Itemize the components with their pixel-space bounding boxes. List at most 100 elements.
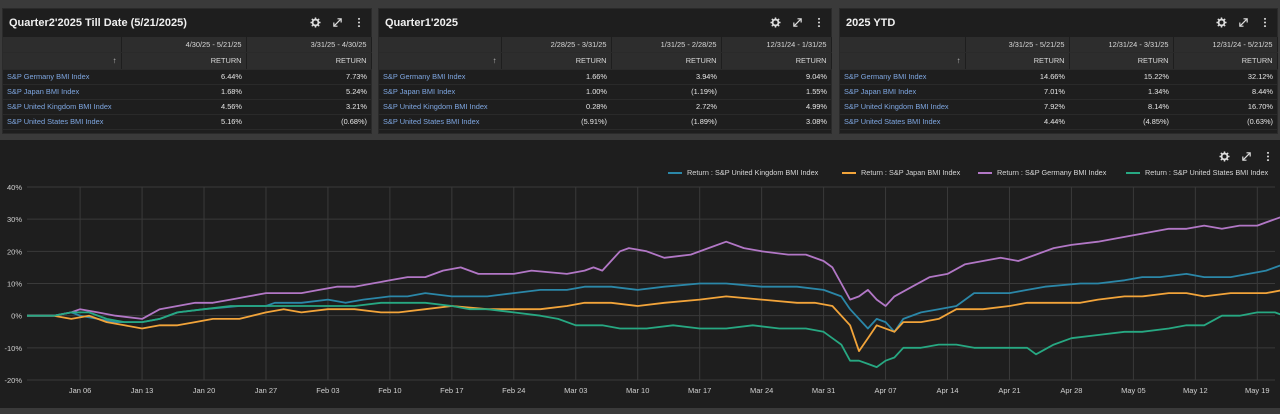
return-value: (5.91%) [501,114,611,130]
return-value: 0.28% [501,99,611,115]
return-value: 8.44% [1173,84,1277,100]
return-value: 3.94% [611,69,721,85]
return-value: 5.16% [121,114,246,130]
sort-arrow-icon[interactable]: ↑ [3,52,122,70]
sort-arrow-icon[interactable]: ↑ [379,52,502,70]
return-value: 16.70% [1173,99,1277,115]
legend-swatch [978,171,992,174]
index-link[interactable]: S&P Germany BMI Index [840,69,965,85]
legend-item-uk[interactable]: Return : S&P United Kingdom BMI Index [668,168,818,177]
table-row: S&P Germany BMI Index 6.44% 7.73% [3,69,371,85]
column-subheader: RETURN [721,52,832,70]
table-row: S&P Japan BMI Index 1.00% (1.19%) 1.55% [379,84,831,100]
gear-icon[interactable] [1218,150,1230,162]
returns-table: 4/30/25 - 5/21/25 3/31/25 - 4/30/25 ↑ RE… [3,37,372,130]
column-subheader: RETURN [246,52,372,70]
return-value: 2.72% [611,99,721,115]
index-link[interactable]: S&P United States BMI Index [3,114,121,130]
return-value: 1.34% [1069,84,1173,100]
chart-panel [0,140,1280,408]
gear-icon[interactable] [309,16,321,28]
index-link[interactable]: S&P United Kingdom BMI Index [3,99,121,115]
table-row: S&P Germany BMI Index 14.66% 15.22% 32.1… [840,69,1277,85]
column-subheader: RETURN [501,52,612,70]
table-row: S&P United Kingdom BMI Index 4.56% 3.21% [3,99,371,115]
index-link[interactable]: S&P United States BMI Index [840,114,965,130]
column-header[interactable]: 2/28/25 - 3/31/25 [501,37,612,53]
expand-icon[interactable] [331,16,343,28]
legend-label: Return : S&P Germany BMI Index [997,168,1107,177]
column-header[interactable]: 12/31/24 - 1/31/25 [721,37,832,53]
column-header[interactable]: 12/31/24 - 5/21/25 [1173,37,1278,53]
column-subheader: RETURN [611,52,722,70]
legend-label: Return : S&P United States BMI Index [1145,168,1269,177]
expand-icon[interactable] [1240,150,1252,162]
table-header-metric: ↑ RETURN RETURN [3,52,372,70]
table-row: S&P United States BMI Index (5.91%) (1.8… [379,114,831,130]
return-value: (1.19%) [611,84,721,100]
return-value: 4.56% [121,99,246,115]
column-header[interactable]: 12/31/24 - 3/31/25 [1069,37,1174,53]
returns-table: 2/28/25 - 3/31/25 1/31/25 - 2/28/25 12/3… [379,37,832,130]
table-row: S&P United Kingdom BMI Index 0.28% 2.72%… [379,99,831,115]
return-value: 1.66% [501,69,611,85]
chart-toolbar [1218,150,1274,162]
panel-title: 2025 YTD [846,17,896,29]
index-link[interactable]: S&P United Kingdom BMI Index [840,99,965,115]
return-value: 7.92% [965,99,1069,115]
more-icon[interactable] [1262,150,1274,162]
expand-icon[interactable] [791,16,803,28]
table-header-periods: 3/31/25 - 5/21/25 12/31/24 - 3/31/25 12/… [840,37,1278,53]
return-value: 7.01% [965,84,1069,100]
index-link[interactable]: S&P United States BMI Index [379,114,501,130]
return-value: (0.63%) [1173,114,1277,130]
table-row: S&P United States BMI Index 4.44% (4.85%… [840,114,1277,130]
panel-title: Quarter2'2025 Till Date (5/21/2025) [9,17,187,29]
column-header[interactable]: 4/30/25 - 5/21/25 [121,37,247,53]
return-value: 15.22% [1069,69,1173,85]
table-row: S&P United Kingdom BMI Index 7.92% 8.14%… [840,99,1277,115]
panel-q1-2025: Quarter1'2025 2/28/25 - 3/31/25 1/31/25 … [378,8,832,134]
legend-swatch [1126,171,1140,174]
expand-icon[interactable] [1237,16,1249,28]
legend-item-germany[interactable]: Return : S&P Germany BMI Index [978,168,1106,177]
return-value: 8.14% [1069,99,1173,115]
panel-2025-ytd: 2025 YTD 3/31/25 - 5/21/25 12/31/24 - 3/… [839,8,1278,134]
return-value: (1.89%) [611,114,721,130]
column-subheader: RETURN [965,52,1070,70]
index-link[interactable]: S&P Japan BMI Index [840,84,965,100]
return-value: 3.21% [246,99,371,115]
header-blank [3,37,122,53]
index-link[interactable]: S&P Germany BMI Index [3,69,121,85]
legend-item-us[interactable]: Return : S&P United States BMI Index [1126,168,1268,177]
panel-q2-2025: Quarter2'2025 Till Date (5/21/2025) 4/30… [2,8,372,134]
legend-swatch [668,171,682,174]
panel-toolbar [309,16,365,28]
more-icon[interactable] [1259,16,1271,28]
legend-item-japan[interactable]: Return : S&P Japan BMI Index [842,168,960,177]
column-header[interactable]: 3/31/25 - 5/21/25 [965,37,1070,53]
more-icon[interactable] [353,16,365,28]
panel-toolbar [1215,16,1271,28]
sort-arrow-icon[interactable]: ↑ [840,52,966,70]
more-icon[interactable] [813,16,825,28]
table-row: S&P United States BMI Index 5.16% (0.68%… [3,114,371,130]
column-header[interactable]: 1/31/25 - 2/28/25 [611,37,722,53]
return-value: 9.04% [721,69,831,85]
index-link[interactable]: S&P United Kingdom BMI Index [379,99,501,115]
panel-header: Quarter1'2025 [379,9,831,35]
table-row: S&P Germany BMI Index 1.66% 3.94% 9.04% [379,69,831,85]
header-blank [840,37,966,53]
panel-toolbar [769,16,825,28]
return-value: 32.12% [1173,69,1277,85]
panel-header: Quarter2'2025 Till Date (5/21/2025) [3,9,371,35]
gear-icon[interactable] [769,16,781,28]
table-header-metric: ↑ RETURN RETURN RETURN [379,52,832,70]
index-link[interactable]: S&P Japan BMI Index [3,84,121,100]
gear-icon[interactable] [1215,16,1227,28]
index-link[interactable]: S&P Japan BMI Index [379,84,501,100]
return-value: 1.00% [501,84,611,100]
index-link[interactable]: S&P Germany BMI Index [379,69,501,85]
table-header-periods: 2/28/25 - 3/31/25 1/31/25 - 2/28/25 12/3… [379,37,832,53]
column-header[interactable]: 3/31/25 - 4/30/25 [246,37,372,53]
